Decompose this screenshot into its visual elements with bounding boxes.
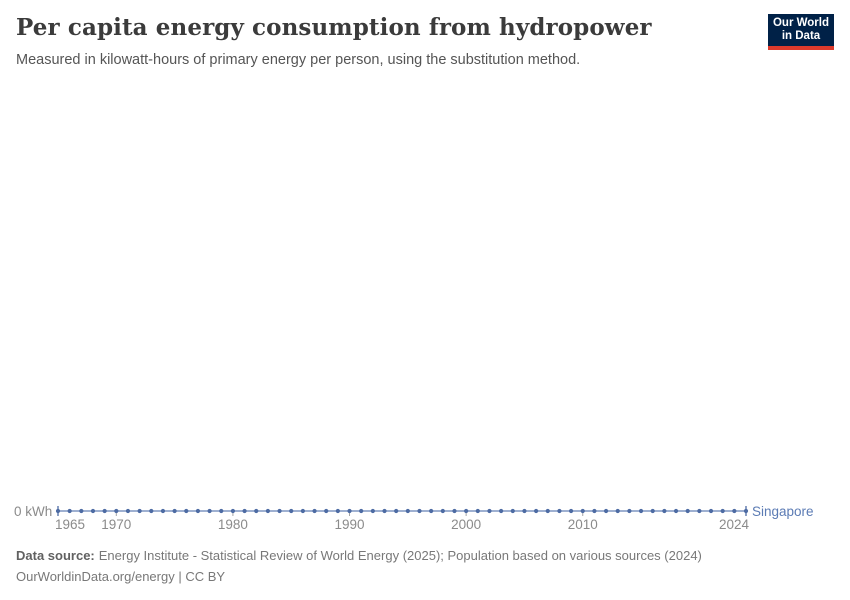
data-point-marker[interactable]: [242, 508, 247, 514]
x-axis-label-1970: 1970: [101, 517, 131, 532]
x-axis-label-2024: 2024: [719, 517, 750, 532]
data-point-marker[interactable]: [149, 508, 154, 514]
data-point-marker[interactable]: [452, 508, 457, 514]
data-point-marker[interactable]: [219, 508, 224, 514]
data-point-marker[interactable]: [184, 508, 189, 514]
x-axis-label-2010: 2010: [568, 517, 598, 532]
data-point-marker[interactable]: [300, 508, 305, 514]
data-point-marker[interactable]: [615, 508, 620, 514]
data-point-marker[interactable]: [265, 508, 270, 514]
data-point-marker[interactable]: [475, 508, 480, 514]
data-point-marker[interactable]: [312, 508, 317, 514]
chart-subtitle: Measured in kilowatt-hours of primary en…: [16, 52, 581, 68]
data-point-marker[interactable]: [67, 508, 72, 514]
data-point-marker[interactable]: [534, 508, 539, 514]
data-point-marker[interactable]: [195, 508, 201, 514]
data-point-marker[interactable]: [708, 508, 714, 514]
data-point-marker[interactable]: [697, 508, 702, 514]
y-axis-zero-label: 0 kWh: [14, 504, 53, 519]
owid-logo-line2: in Data: [781, 30, 821, 42]
series-label-singapore[interactable]: Singapore: [752, 504, 814, 519]
data-point-marker[interactable]: [172, 508, 177, 514]
data-point-marker[interactable]: [324, 508, 329, 514]
data-point-marker[interactable]: [545, 508, 550, 514]
series-line-singapore[interactable]: [55, 506, 749, 516]
data-point-marker[interactable]: [685, 508, 690, 514]
data-point-marker[interactable]: [732, 508, 737, 514]
data-point-marker[interactable]: [394, 508, 399, 514]
data-point-marker[interactable]: [55, 508, 61, 514]
data-point-marker[interactable]: [429, 508, 434, 514]
data-point-marker[interactable]: [79, 508, 84, 514]
data-point-marker[interactable]: [580, 508, 585, 514]
footer-datasource-text: Energy Institute - Statistical Review of…: [98, 548, 702, 563]
data-point-marker[interactable]: [359, 508, 364, 514]
footer-datasource: Data source: Energy Institute - Statistic…: [16, 548, 702, 563]
footer-license-link[interactable]: OurWorldinData.org/energy | CC BY: [16, 569, 226, 584]
data-point-marker[interactable]: [627, 508, 632, 514]
data-point-marker[interactable]: [673, 508, 679, 514]
data-point-marker[interactable]: [207, 508, 212, 514]
data-point-marker[interactable]: [638, 508, 644, 514]
data-point-marker[interactable]: [603, 508, 609, 514]
data-point-marker[interactable]: [440, 508, 445, 514]
data-point-marker[interactable]: [382, 508, 387, 514]
data-point-marker[interactable]: [568, 508, 574, 514]
data-point-marker[interactable]: [662, 508, 667, 514]
data-point-marker[interactable]: [277, 508, 282, 514]
data-point-marker[interactable]: [487, 508, 492, 514]
data-point-marker[interactable]: [254, 508, 259, 514]
data-point-marker[interactable]: [114, 508, 119, 514]
data-point-marker[interactable]: [417, 508, 422, 514]
data-point-marker[interactable]: [137, 508, 142, 514]
data-point-marker[interactable]: [102, 508, 107, 514]
owid-logo-line1: Our World: [772, 17, 829, 29]
data-point-marker[interactable]: [289, 508, 294, 514]
data-point-marker[interactable]: [720, 508, 725, 514]
data-point-marker[interactable]: [90, 508, 96, 514]
data-point-marker[interactable]: [557, 508, 562, 514]
owid-logo[interactable]: Our World in Data: [768, 14, 834, 50]
data-point-marker[interactable]: [230, 508, 236, 514]
data-point-marker[interactable]: [370, 508, 375, 514]
x-axis-label-1980: 1980: [218, 517, 248, 532]
x-axis-label-1965: 1965: [55, 517, 85, 532]
data-point-marker[interactable]: [405, 508, 410, 514]
data-point-marker[interactable]: [464, 508, 469, 514]
x-axis-label-1990: 1990: [335, 517, 365, 532]
x-axis-label-2000: 2000: [451, 517, 481, 532]
footer-datasource-label: Data source:: [16, 548, 95, 563]
data-point-marker[interactable]: [335, 508, 340, 514]
data-point-marker[interactable]: [510, 508, 515, 514]
data-point-marker[interactable]: [650, 508, 655, 514]
data-point-marker[interactable]: [347, 508, 352, 514]
data-point-marker[interactable]: [160, 508, 166, 514]
data-point-marker[interactable]: [499, 508, 504, 514]
chart-title: Per capita energy consumption from hydro…: [16, 14, 652, 41]
data-point-marker[interactable]: [592, 508, 597, 514]
data-point-marker[interactable]: [125, 508, 131, 514]
data-point-marker[interactable]: [743, 508, 749, 514]
data-point-marker[interactable]: [522, 508, 527, 514]
